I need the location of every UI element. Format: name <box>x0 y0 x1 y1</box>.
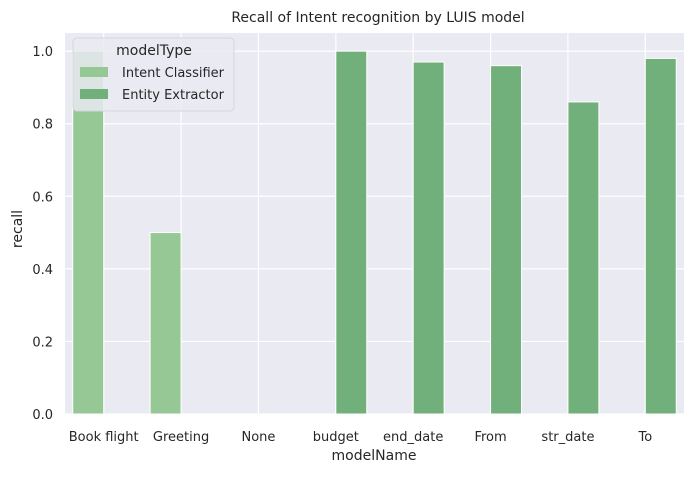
x-tick-label: To <box>637 430 652 445</box>
legend-label-entity-extractor: Entity Extractor <box>122 88 225 103</box>
bar-intent-classifier <box>72 50 105 415</box>
x-tick-label: str_date <box>541 430 594 445</box>
x-tick-label: From <box>474 430 506 445</box>
y-tick-label: 0.2 <box>32 335 53 350</box>
bar-entity-extractor <box>567 101 600 415</box>
y-tick-label: 0.6 <box>32 190 53 205</box>
legend-frame <box>72 37 235 112</box>
x-tick-label: Greeting <box>153 430 209 445</box>
legend-swatch-entity-extractor <box>80 89 108 99</box>
legend-title: modelType <box>116 43 192 59</box>
y-tick-label: 0.0 <box>32 408 53 423</box>
legend-label-intent-classifier: Intent Classifier <box>122 66 225 81</box>
x-tick-label: budget <box>313 430 359 445</box>
bar-entity-extractor <box>335 50 368 415</box>
y-tick-labels: 0.0 0.2 0.4 0.6 0.8 1.0 <box>32 45 53 423</box>
bar-entity-extractor <box>644 57 677 415</box>
y-tick-label: 0.8 <box>32 118 53 133</box>
x-tick-label: None <box>241 430 275 445</box>
x-tick-labels: Book flight Greeting None budget end_date Fro… <box>69 430 652 445</box>
x-axis-label: modelName <box>332 448 417 464</box>
legend-swatch-intent-classifier <box>80 67 108 77</box>
y-axis-label: recall <box>10 210 26 248</box>
x-tick-label: Book flight <box>69 430 139 445</box>
bars <box>72 50 677 415</box>
x-tick-label: end_date <box>383 430 443 445</box>
bar-entity-extractor <box>490 65 523 415</box>
chart-title: Recall of Intent recognition by LUIS mod… <box>231 10 524 26</box>
legend: modelType Intent Classifier Entity Extra… <box>72 37 235 112</box>
bar-intent-classifier <box>149 232 182 415</box>
y-tick-label: 0.4 <box>32 263 53 278</box>
bar-entity-extractor <box>412 61 445 415</box>
y-tick-label: 1.0 <box>32 45 53 60</box>
